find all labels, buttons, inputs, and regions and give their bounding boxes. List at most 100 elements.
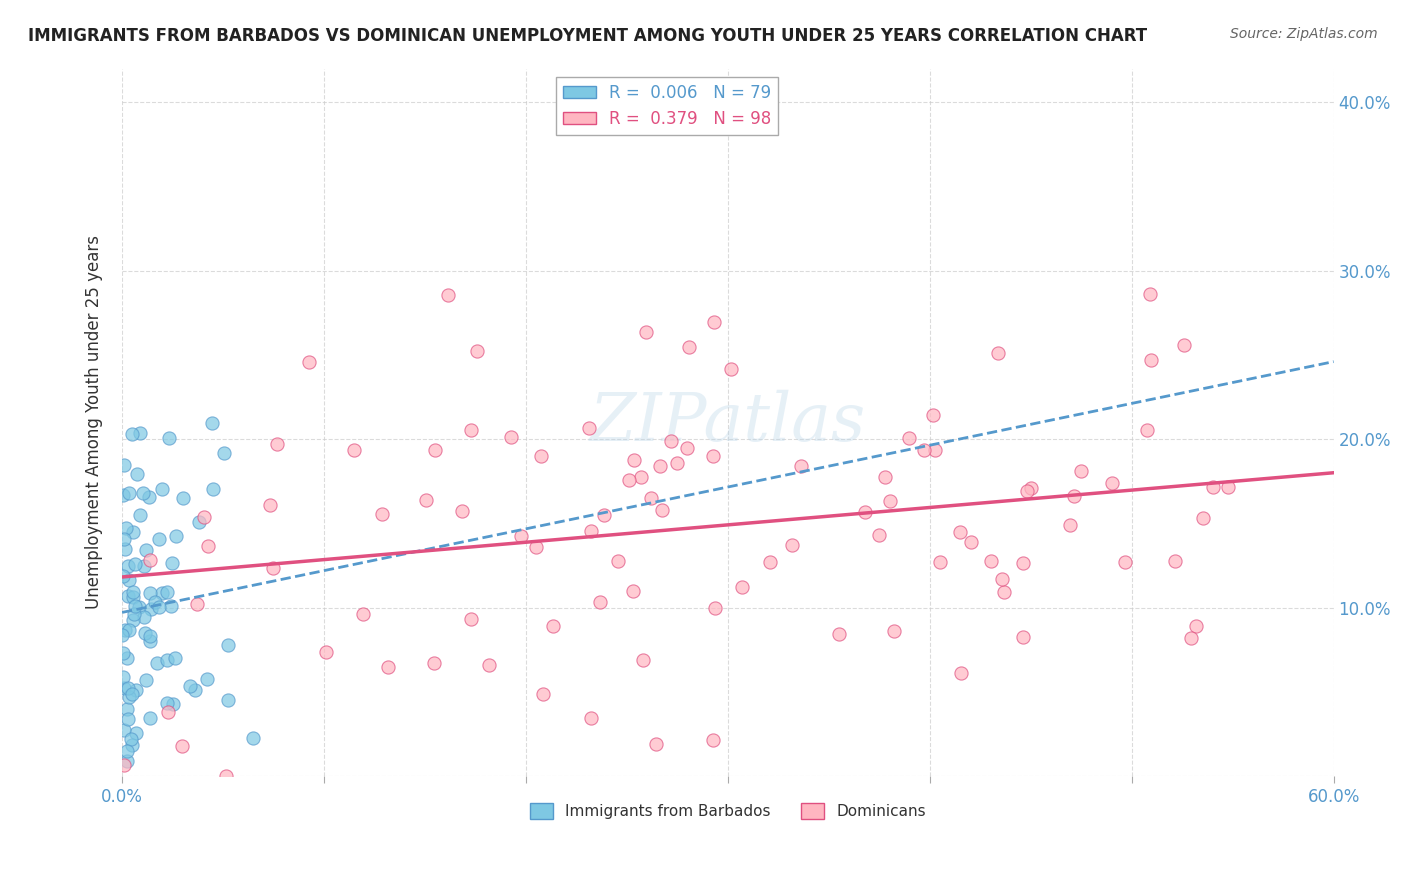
Point	[828, 626, 851, 640]
Point	[1101, 476, 1123, 491]
Point	[157, 705, 180, 719]
Point	[112, 488, 135, 502]
Point	[731, 580, 754, 594]
Point	[1216, 480, 1239, 494]
Point	[991, 572, 1014, 586]
Point	[139, 711, 162, 725]
Point	[720, 361, 742, 376]
Point	[139, 602, 162, 616]
Point	[666, 456, 689, 470]
Point	[1114, 555, 1136, 569]
Point	[124, 599, 146, 614]
Point	[640, 491, 662, 505]
Point	[1202, 480, 1225, 494]
Point	[1011, 556, 1033, 570]
Point	[125, 726, 148, 740]
Point	[460, 423, 482, 437]
Point	[593, 508, 616, 522]
Point	[148, 600, 170, 615]
Point	[115, 744, 138, 758]
Point	[118, 574, 141, 588]
Point	[115, 754, 138, 768]
Point	[132, 609, 155, 624]
Point	[651, 503, 673, 517]
Point	[122, 591, 145, 605]
Point	[117, 558, 139, 573]
Point	[987, 346, 1010, 360]
Point	[1063, 489, 1085, 503]
Point	[352, 607, 374, 621]
Point	[883, 624, 905, 638]
Point	[1164, 554, 1187, 568]
Point	[112, 758, 135, 772]
Point	[423, 657, 446, 671]
Point	[139, 586, 162, 600]
Point	[112, 533, 135, 547]
Point	[172, 739, 194, 753]
Point	[111, 646, 134, 660]
Point	[578, 421, 600, 435]
Point	[1070, 464, 1092, 478]
Point	[621, 584, 644, 599]
Point	[215, 769, 238, 783]
Point	[114, 541, 136, 556]
Point	[924, 443, 946, 458]
Point	[122, 607, 145, 621]
Point	[112, 569, 135, 583]
Point	[377, 660, 399, 674]
Point	[868, 528, 890, 542]
Point	[115, 650, 138, 665]
Point	[112, 670, 135, 684]
Point	[645, 737, 668, 751]
Point	[150, 483, 173, 497]
Point	[499, 430, 522, 444]
Point	[120, 732, 142, 747]
Text: IMMIGRANTS FROM BARBADOS VS DOMINICAN UNEMPLOYMENT AMONG YOUTH UNDER 25 YEARS CO: IMMIGRANTS FROM BARBADOS VS DOMINICAN UN…	[28, 27, 1147, 45]
Point	[1139, 353, 1161, 368]
Point	[143, 595, 166, 609]
Point	[202, 483, 225, 497]
Point	[855, 505, 877, 519]
Point	[631, 653, 654, 667]
Point	[118, 690, 141, 705]
Point	[1059, 517, 1081, 532]
Point	[259, 498, 281, 512]
Point	[115, 702, 138, 716]
Point	[460, 612, 482, 626]
Point	[242, 731, 264, 745]
Point	[188, 515, 211, 529]
Point	[117, 681, 139, 695]
Point	[134, 625, 156, 640]
Point	[531, 687, 554, 701]
Point	[1173, 338, 1195, 352]
Point	[201, 416, 224, 430]
Point	[128, 425, 150, 440]
Point	[197, 540, 219, 554]
Point	[949, 665, 972, 680]
Point	[661, 434, 683, 448]
Point	[212, 445, 235, 459]
Point	[160, 556, 183, 570]
Point	[993, 585, 1015, 599]
Point	[111, 628, 134, 642]
Point	[217, 638, 239, 652]
Point	[146, 656, 169, 670]
Point	[122, 524, 145, 539]
Point	[478, 658, 501, 673]
Point	[118, 486, 141, 500]
Point	[879, 493, 901, 508]
Point	[121, 585, 143, 599]
Point	[156, 696, 179, 710]
Point	[589, 595, 612, 609]
Point	[121, 738, 143, 752]
Point	[704, 600, 727, 615]
Point	[980, 554, 1002, 568]
Point	[1185, 619, 1208, 633]
Point	[160, 599, 183, 613]
Point	[648, 458, 671, 473]
Point	[172, 491, 194, 505]
Point	[193, 510, 215, 524]
Point	[898, 431, 921, 445]
Point	[122, 613, 145, 627]
Point	[121, 427, 143, 442]
